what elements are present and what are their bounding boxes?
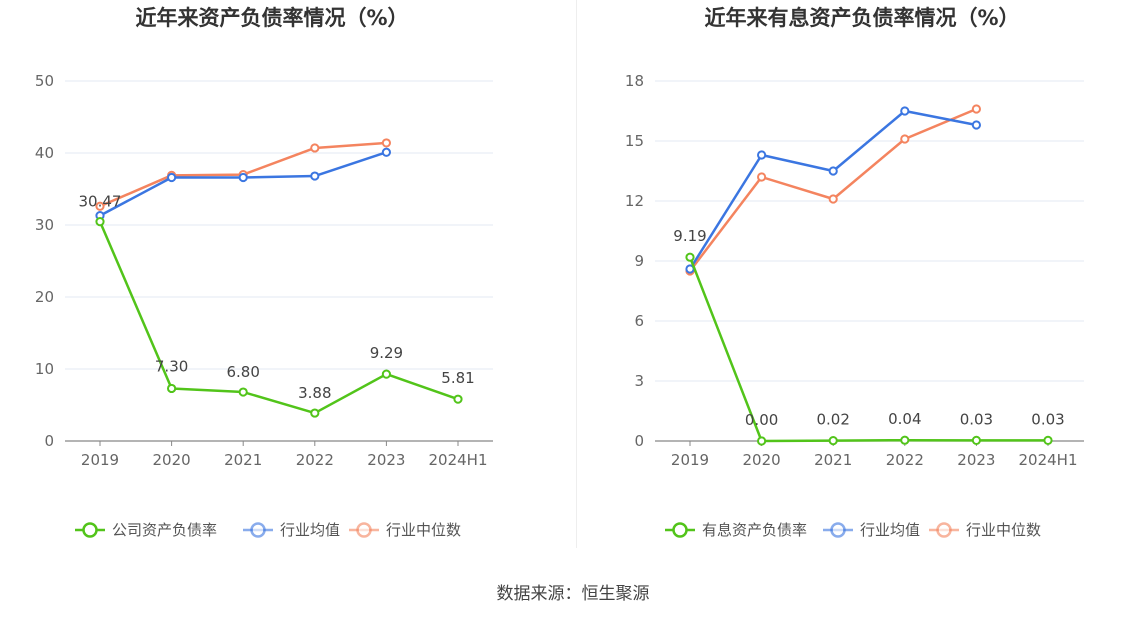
data-label: 5.81 — [441, 369, 474, 387]
data-point — [757, 436, 767, 446]
data-point — [757, 150, 767, 160]
series-line-1 — [98, 221, 459, 415]
x-tick-label: 2020 — [743, 451, 781, 469]
series-line-1 — [688, 256, 1048, 443]
y-tick-label: 50 — [35, 72, 54, 90]
data-point — [167, 172, 177, 183]
data-point — [238, 172, 248, 183]
legend-label: 有息资产负债率 — [702, 521, 807, 539]
data-label: 0.04 — [888, 410, 921, 428]
data-point — [900, 435, 910, 445]
x-tick-label: 2020 — [153, 451, 191, 469]
legend-label: 公司资产负债率 — [112, 521, 217, 539]
data-point — [757, 172, 767, 182]
data-label: 0.03 — [1031, 410, 1064, 428]
x-tick-label: 2019 — [81, 451, 119, 469]
data-point — [453, 394, 463, 404]
series-line-2 — [99, 151, 387, 217]
legend-marker — [82, 522, 98, 538]
data-point — [95, 201, 105, 211]
y-tick-label: 9 — [634, 252, 644, 270]
data-point — [310, 171, 320, 181]
data-label: 0.03 — [960, 410, 993, 428]
legend-item: 行业均值 — [823, 521, 920, 539]
data-point — [167, 383, 177, 394]
data-label: 9.19 — [673, 227, 706, 245]
legend-item: 有息资产负债率 — [665, 521, 807, 539]
data-point — [685, 252, 695, 262]
legend-label: 行业均值 — [280, 521, 340, 539]
y-tick-label: 0 — [634, 432, 644, 450]
data-label: 30.47 — [79, 193, 122, 211]
data-label: 6.80 — [226, 363, 259, 381]
x-tick-label: 2019 — [671, 451, 709, 469]
data-point — [971, 435, 982, 445]
data-label: 7.30 — [155, 357, 188, 375]
y-tick-label: 40 — [35, 144, 54, 162]
y-tick-label: 10 — [35, 360, 54, 378]
legend-marker — [356, 522, 372, 538]
x-tick-label: 2024H1 — [1019, 451, 1078, 469]
data-point — [828, 436, 838, 446]
x-tick-label: 2024H1 — [429, 451, 488, 469]
legend-item: 行业均值 — [243, 521, 340, 539]
x-tick-label: 2021 — [814, 451, 852, 469]
chart-title: 近年来有息资产负债率情况（%） — [704, 6, 1019, 30]
series-line-3 — [689, 107, 977, 272]
x-tick-label: 2021 — [224, 451, 262, 469]
y-tick-label: 18 — [625, 72, 644, 90]
data-label: 9.29 — [370, 344, 403, 362]
y-tick-label: 20 — [35, 288, 54, 306]
y-tick-label: 6 — [634, 312, 644, 330]
legend-marker — [936, 522, 952, 538]
data-point — [828, 166, 838, 176]
y-tick-label: 12 — [625, 192, 644, 210]
data-point — [381, 138, 391, 148]
data-label: 3.88 — [298, 384, 331, 402]
chart-title: 近年来资产负债率情况（%） — [135, 6, 408, 30]
y-tick-label: 15 — [625, 132, 644, 150]
data-point — [828, 194, 838, 204]
data-point — [310, 143, 320, 153]
data-point — [900, 106, 910, 116]
data-point — [971, 120, 982, 130]
legend-marker — [250, 522, 266, 538]
y-tick-label: 0 — [44, 432, 54, 450]
legend-item: 行业中位数 — [929, 521, 1041, 539]
legend-label: 行业中位数 — [386, 521, 461, 539]
legend-label: 行业均值 — [860, 521, 920, 539]
data-point — [1043, 435, 1053, 445]
data-point — [381, 369, 391, 379]
chart-panel-2: 近年来有息资产负债率情况（%） 0 3 6 9 12 15 18 2019 2020 2021 202… — [625, 6, 1084, 539]
source-note: 数据来源：恒生聚源 — [497, 584, 650, 604]
x-tick-label: 2022 — [886, 451, 924, 469]
data-point — [381, 147, 391, 157]
data-point — [310, 408, 320, 418]
data-point — [900, 134, 910, 144]
x-tick-label: 2023 — [367, 451, 405, 469]
legend-marker — [672, 522, 688, 538]
data-label: 0.02 — [816, 411, 849, 429]
legend-item: 公司资产负债率 — [75, 521, 217, 539]
series-line-2 — [688, 109, 977, 270]
legend-marker — [830, 522, 846, 538]
data-point — [95, 217, 105, 227]
y-tick-label: 3 — [634, 372, 644, 390]
data-point — [971, 104, 982, 114]
data-point — [238, 387, 248, 397]
chart-panel-1: 近年来资产负债率情况（%） 0 10 20 30 40 50 2019 2020 2021 2022… — [35, 6, 493, 539]
legend-label: 行业中位数 — [966, 521, 1041, 539]
y-tick-label: 30 — [35, 216, 54, 234]
data-label: 0.00 — [745, 411, 778, 429]
legend-item: 行业中位数 — [349, 521, 461, 539]
x-tick-label: 2023 — [957, 451, 995, 469]
x-tick-label: 2022 — [296, 451, 334, 469]
